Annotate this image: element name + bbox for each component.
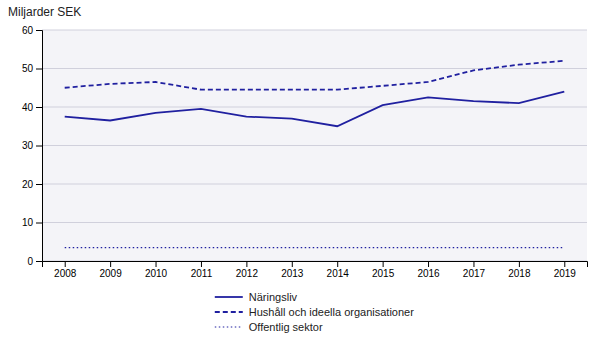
- tick-label: 2015: [372, 268, 395, 279]
- tick-mark: [36, 261, 42, 262]
- tick: 2014: [327, 261, 350, 279]
- tick-label: 10: [22, 217, 34, 228]
- legend-label: Offentlig sektor: [249, 321, 323, 333]
- series-line: [65, 247, 565, 248]
- grid: [42, 30, 587, 261]
- tick-label: 2012: [236, 268, 259, 279]
- x-axis: 2008 2009 2010 2011 2012 2013 2014 2015 2016 2017…: [43, 261, 588, 279]
- tick: 30: [22, 140, 42, 151]
- tick-mark: [36, 146, 42, 147]
- tick-mark: [156, 261, 157, 267]
- tick-mark: [428, 261, 429, 267]
- tick-mark: [65, 261, 66, 267]
- grid-line: [42, 68, 587, 69]
- tick-mark: [36, 69, 42, 70]
- tick-mark: [36, 107, 42, 108]
- tick-mark: [36, 184, 42, 185]
- series-line: [65, 92, 565, 127]
- tick-label: 2013: [281, 268, 304, 279]
- tick-label: 30: [22, 140, 34, 151]
- tick: 2018: [508, 261, 531, 279]
- lines: [65, 61, 565, 248]
- tick-label: 2016: [417, 268, 440, 279]
- tick: 40: [22, 102, 42, 113]
- legend-swatch: [215, 326, 243, 327]
- tick-mark: [292, 261, 293, 267]
- legend-label: Hushåll och ideella organisationer: [249, 306, 414, 318]
- tick: 2015: [372, 261, 395, 279]
- tick: 2019: [554, 261, 577, 279]
- tick-label: 2011: [191, 268, 213, 279]
- chart: 2008200920102011201220132014201520162017…: [0, 0, 605, 340]
- tick-label: 2008: [54, 268, 77, 279]
- tick-label: 2017: [463, 268, 486, 279]
- legend-item: Hushåll och ideella organisationer: [215, 306, 414, 318]
- grid-line: [42, 107, 587, 108]
- tick: 2016: [417, 261, 440, 279]
- grid-line: [42, 30, 587, 31]
- tick-label: 60: [22, 25, 34, 36]
- tick-label: 40: [22, 102, 34, 113]
- axis-line: [43, 262, 588, 268]
- plot-background: [42, 30, 587, 261]
- tick-mark: [246, 261, 247, 267]
- tick-label: 2014: [327, 268, 350, 279]
- tick-label: 2010: [145, 268, 168, 279]
- tick: 50: [22, 63, 42, 74]
- series-line: [65, 61, 565, 90]
- tick: 2013: [281, 261, 304, 279]
- legend-label: Näringsliv: [249, 291, 298, 303]
- legend: Näringsliv Hushåll och ideella organisati…: [215, 291, 414, 333]
- tick: 2017: [463, 261, 486, 279]
- tick-label: 2018: [508, 268, 531, 279]
- tick: 20: [22, 179, 42, 190]
- tick: 2008: [54, 261, 77, 279]
- y-axis-label: Miljarder SEK: [8, 5, 81, 19]
- plot: 2008200920102011201220132014201520162017…: [22, 25, 588, 279]
- tick-label: 2009: [100, 268, 123, 279]
- grid-line: [42, 184, 587, 185]
- tick-mark: [564, 261, 565, 267]
- tick-mark: [110, 261, 111, 267]
- tick-label: 50: [22, 63, 34, 74]
- tick-mark: [201, 261, 202, 267]
- tick: 10: [22, 217, 42, 228]
- tick: 2009: [100, 261, 123, 279]
- legend-item: Näringsliv: [215, 291, 298, 303]
- y-axis: 0 10 20 30 40 50 60: [22, 25, 43, 267]
- tick-mark: [36, 223, 42, 224]
- tick: 2010: [145, 261, 168, 279]
- tick: 2012: [236, 261, 259, 279]
- tick-mark: [519, 261, 520, 267]
- legend-swatch: [215, 311, 243, 313]
- grid-line: [42, 145, 587, 146]
- tick: 2011: [191, 261, 213, 279]
- tick-label: 2019: [554, 268, 577, 279]
- tick-label: 20: [22, 179, 34, 190]
- tick-label: 0: [27, 256, 33, 267]
- tick: 0: [27, 256, 42, 267]
- axis-line: [36, 31, 43, 262]
- tick-mark: [36, 30, 42, 31]
- tick: 60: [22, 25, 42, 36]
- tick-mark: [337, 261, 338, 267]
- legend-swatch: [215, 296, 243, 298]
- grid-line: [42, 222, 587, 223]
- legend-item: Offentlig sektor: [215, 321, 323, 333]
- tick-mark: [383, 261, 384, 267]
- tick-mark: [473, 261, 474, 267]
